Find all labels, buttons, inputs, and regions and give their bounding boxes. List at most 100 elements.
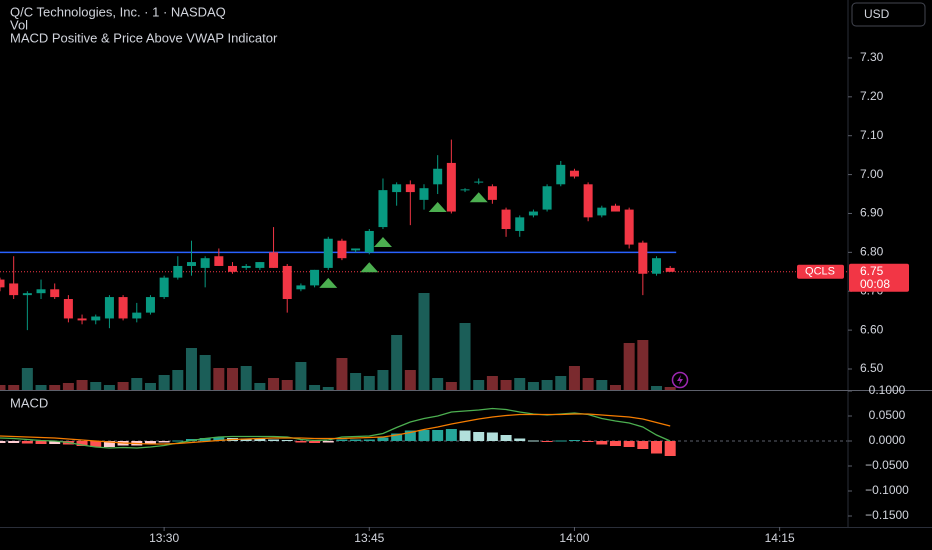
macd-y-tick-label: −0.0500 [865, 458, 909, 472]
candle-body [419, 188, 429, 200]
symbol-tag-box [797, 264, 844, 279]
plot-layer [0, 139, 848, 456]
volume-bar [144, 383, 156, 390]
macd-histogram-bar [555, 440, 567, 442]
volume-bar [295, 362, 307, 390]
candle-body [132, 312, 142, 319]
macd-histogram-bar [473, 432, 485, 441]
volume-bar [268, 378, 280, 390]
signal-marker [428, 202, 447, 213]
volume-bar [404, 370, 416, 390]
volume-bar [158, 375, 170, 390]
macd-y-tick-label: −0.1500 [865, 508, 909, 522]
volume-bar [514, 378, 526, 390]
macd-histogram-bar [76, 441, 88, 446]
macd-y-tick-label: 0.1000 [869, 383, 906, 397]
macd-histogram-bar [527, 440, 539, 442]
macd-histogram-bar [281, 440, 293, 441]
volume-bar [185, 348, 197, 390]
candle-body [159, 277, 169, 298]
macd-histogram-bar [35, 441, 47, 444]
macd-histogram-bar [623, 441, 635, 447]
candle-body [624, 209, 634, 245]
candle-body [583, 184, 593, 218]
macd-histogram-bar [268, 439, 280, 441]
candle-body [36, 289, 46, 294]
candle-body [186, 262, 196, 266]
macd-histogram-bar [240, 438, 252, 441]
x-tick-label: 13:45 [354, 531, 384, 545]
volume-bar [609, 385, 621, 390]
volume-bar [527, 382, 539, 390]
macd-histogram-bar [213, 437, 225, 441]
candle-body [569, 170, 579, 177]
volume-bar [172, 370, 184, 390]
macd-histogram-bar [90, 441, 102, 447]
candle-body [515, 217, 525, 231]
candle-body [501, 209, 511, 230]
y-tick-label: 7.00 [860, 167, 884, 181]
volume-bar [213, 368, 225, 390]
y-tick-label: 6.80 [860, 245, 884, 259]
macd-histogram-bar [254, 439, 266, 441]
y-tick-label: 6.60 [860, 322, 884, 336]
macd-histogram-bar [404, 430, 416, 441]
chart-title: Q/C Technologies, Inc. · 1 · NASDAQ [10, 4, 226, 19]
last-price-box [849, 263, 909, 292]
signal-marker [373, 237, 392, 248]
candle-body [241, 265, 251, 268]
volume-bar [377, 370, 389, 390]
countdown-label: 00:08 [860, 277, 890, 291]
volume-bar [555, 376, 567, 390]
candle-body [310, 269, 320, 286]
macd-histogram-bar [486, 432, 498, 441]
macd-histogram-bar [295, 441, 307, 443]
y-tick-label: 6.90 [860, 206, 884, 220]
candle-body [282, 265, 292, 300]
candle-body [378, 190, 388, 228]
volume-bar [76, 380, 88, 390]
volume-bar [254, 383, 266, 390]
candle-body [665, 267, 675, 272]
candle-body [638, 242, 648, 274]
alert-icon[interactable] [671, 371, 689, 389]
macd-histogram-bar [568, 440, 580, 441]
macd-histogram-bar [514, 438, 526, 441]
candle-body [597, 207, 607, 216]
x-tick-label: 14:15 [765, 531, 795, 545]
volume-bar [637, 340, 649, 390]
volume-bar [131, 378, 143, 390]
candle-body [91, 316, 101, 321]
volume-bar [596, 380, 608, 390]
currency-button[interactable] [851, 2, 926, 27]
macd-histogram-bar [432, 430, 444, 441]
currency-label[interactable]: USD [864, 7, 890, 21]
y-tick-label: 7.20 [860, 89, 884, 103]
y-tick-label: 7.30 [860, 50, 884, 64]
candle-body [269, 252, 279, 268]
macd-histogram-bar [651, 441, 663, 454]
macd-histogram-bar [445, 429, 457, 441]
signal-marker [319, 277, 338, 288]
indicator-title: MACD Positive & Price Above VWAP Indicat… [10, 30, 278, 45]
candle-body [63, 299, 73, 319]
candle-body [610, 205, 620, 212]
volume-bar [227, 368, 239, 390]
candle-body [392, 184, 402, 193]
macd-histogram-bar [377, 437, 389, 441]
candle-body [77, 318, 87, 321]
candle-body [460, 189, 470, 191]
candle-body [446, 162, 456, 212]
macd-histogram-bar [541, 441, 553, 442]
candle-body [145, 297, 155, 313]
signal-marker [469, 192, 488, 203]
volume-bar [445, 382, 457, 390]
volume-bar [62, 383, 74, 390]
macd-title: MACD [10, 395, 48, 410]
alert-icon-bolt [677, 375, 683, 385]
candle-body [528, 211, 538, 216]
macd-y-tick-label: 0.0000 [869, 433, 906, 447]
candle-body [364, 230, 374, 253]
x-tick-label: 14:00 [559, 531, 589, 545]
